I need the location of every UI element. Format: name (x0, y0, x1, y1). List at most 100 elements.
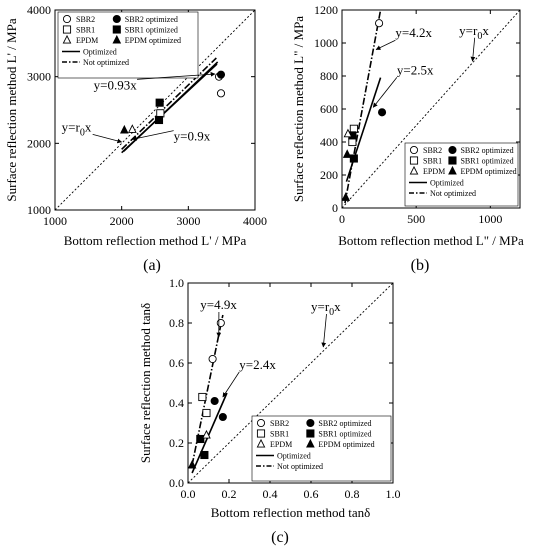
y-tick-label: 0.2 (169, 436, 184, 450)
annotation-arrow (473, 38, 475, 61)
x-tick-label: 0.6 (304, 487, 319, 501)
panel-label: (b) (411, 257, 430, 274)
annotation-arrow (323, 314, 326, 347)
x-tick-label: 2000 (110, 214, 134, 228)
annotation-arrow (373, 77, 397, 107)
data-point-sbr2-optimized (219, 413, 226, 420)
legend-label: Not optimized (430, 189, 476, 198)
legend-marker (63, 26, 70, 33)
annotation-label: y=r0x (62, 119, 92, 138)
legend-label: SBR2 optimized (460, 146, 513, 155)
legend-label: Optimized (277, 452, 311, 461)
data-point-sbr2 (217, 319, 224, 326)
legend-label: SBR1 (423, 157, 442, 166)
x-tick-label: 0 (339, 212, 345, 226)
annotation-label: y=2.4x (239, 357, 276, 372)
x-tick-label: 0.8 (345, 487, 360, 501)
x-tick-label: 0.2 (222, 487, 237, 501)
legend-label: SBR2 (270, 419, 289, 428)
legend-label: SBR1 optimized (460, 157, 513, 166)
legend-label: EPDM optimized (125, 36, 181, 45)
legend-label: EPDM optimized (460, 167, 516, 176)
annotation-label: y=0.93x (94, 77, 138, 92)
data-point-sbr1 (349, 138, 356, 145)
annotation-label: y=4.9x (200, 297, 237, 312)
annotation-label: y=2.5x (397, 62, 434, 77)
x-tick-label: 500 (407, 212, 425, 226)
legend-marker (307, 430, 314, 437)
annotation-arrow (376, 40, 395, 49)
y-tick-label: 0 (332, 201, 338, 215)
y-tick-label: 0.4 (169, 396, 184, 410)
y-tick-label: 1000 (314, 36, 338, 50)
legend-marker (410, 146, 417, 153)
legend-label: SBR1 (76, 26, 95, 35)
data-point-sbr1-optimized (350, 155, 357, 162)
x-tick-label: 4000 (243, 214, 267, 228)
legend-marker (449, 157, 456, 164)
data-point-sbr1 (199, 393, 206, 400)
data-point-sbr2-optimized (211, 397, 218, 404)
legend-label: Not optimized (83, 58, 129, 67)
annotation-arrow (93, 134, 122, 142)
legend-marker (257, 430, 264, 437)
data-point-sbr1-optimized (197, 435, 204, 442)
legend-marker (307, 419, 314, 426)
data-point-sbr2 (209, 355, 216, 362)
data-point-sbr1-optimized (201, 451, 208, 458)
data-point-sbr2-optimized (217, 71, 224, 78)
data-point-sbr2 (217, 90, 224, 97)
x-axis-title: Bottom reflection method tanδ (211, 505, 371, 520)
y-tick-label: 200 (320, 168, 338, 182)
legend-label: SBR2 optimized (318, 419, 371, 428)
annotation-label: y=0.9x (174, 129, 211, 144)
y-tick-label: 1200 (314, 3, 338, 17)
y-tick-label: 0.8 (169, 316, 184, 330)
legend-label: Not optimized (277, 462, 323, 471)
data-point-sbr2-optimized (378, 109, 385, 116)
data-point-sbr2 (375, 20, 382, 27)
x-tick-label: 3000 (176, 214, 200, 228)
y-tick-label: 1000 (27, 203, 51, 217)
annotation-arrow (223, 372, 239, 397)
y-tick-label: 800 (320, 69, 338, 83)
legend-label: EPDM (76, 36, 98, 45)
y-tick-label: 0.6 (169, 356, 184, 370)
legend-label: EPDM optimized (318, 440, 374, 449)
x-axis-title: Bottom reflection method L" / MPa (338, 233, 524, 248)
legend-label: EPDM (423, 167, 445, 176)
annotation-arrow (132, 131, 173, 140)
data-point-epdm-optimized (121, 126, 128, 133)
y-tick-label: 3000 (27, 70, 51, 84)
legend-marker (257, 419, 264, 426)
legend-label: EPDM (270, 440, 292, 449)
data-point-sbr1-optimized (155, 116, 162, 123)
fit-line-not-optimized (345, 10, 381, 203)
data-point-sbr1 (203, 409, 210, 416)
y-tick-label: 2000 (27, 136, 51, 150)
y-tick-label: 600 (320, 102, 338, 116)
legend-label: SBR2 (76, 15, 95, 24)
legend-marker (113, 26, 120, 33)
x-tick-label: 0.4 (263, 487, 278, 501)
y-axis-title: Surface reflection method L' / MPa (4, 18, 19, 201)
legend-marker (63, 15, 70, 22)
annotation-label: y=4.2x (395, 25, 432, 40)
y-axis-title: Surface reflection method L" / MPa (291, 16, 306, 202)
data-point-sbr1-optimized (156, 99, 163, 106)
legend-label: Optimized (430, 179, 464, 188)
legend-label: SBR1 optimized (125, 26, 178, 35)
data-point-sbr1 (157, 110, 164, 117)
data-point-epdm-optimized (189, 461, 196, 468)
legend-label: Optimized (83, 48, 117, 57)
y-axis-title: Surface reflection method tanδ (138, 303, 153, 463)
legend-label: SBR2 (423, 146, 442, 155)
y-tick-label: 1.0 (169, 276, 184, 290)
